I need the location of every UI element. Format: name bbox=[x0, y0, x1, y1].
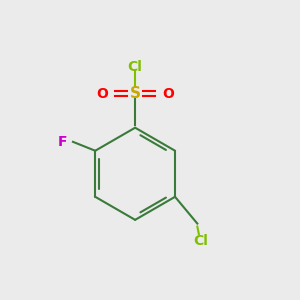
Text: O: O bbox=[96, 86, 108, 100]
Text: Cl: Cl bbox=[128, 60, 142, 74]
Text: Cl: Cl bbox=[193, 234, 208, 248]
Text: O: O bbox=[162, 86, 174, 100]
Text: S: S bbox=[130, 86, 141, 101]
Text: F: F bbox=[58, 135, 67, 149]
